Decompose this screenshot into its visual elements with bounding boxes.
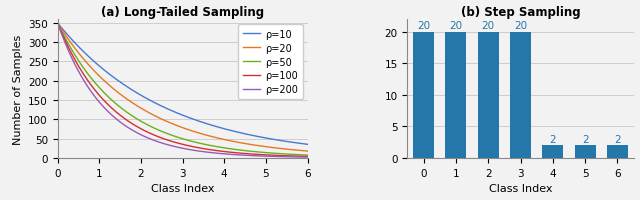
ρ=200: [303, 156, 311, 159]
ρ=50: [298, 154, 305, 156]
ρ=200: [298, 156, 305, 158]
ρ=50: [189, 141, 196, 143]
ρ=50: [259, 151, 266, 154]
ρ=10: [259, 136, 266, 139]
Line: ρ=10: ρ=10: [58, 24, 307, 145]
ρ=20: [174, 125, 182, 127]
ρ=100: [172, 142, 180, 144]
ρ=20: [54, 23, 61, 25]
ρ=10: [172, 112, 180, 114]
Bar: [510, 33, 531, 158]
ρ=200: [189, 149, 196, 152]
ρ=200: [202, 151, 210, 153]
ρ=10: [298, 143, 305, 145]
X-axis label: Class Index: Class Index: [489, 183, 552, 193]
Title: (a) Long-Tailed Sampling: (a) Long-Tailed Sampling: [101, 6, 264, 19]
ρ=200: [259, 155, 266, 157]
Line: ρ=200: ρ=200: [58, 24, 307, 157]
ρ=200: [54, 23, 61, 25]
ρ=100: [174, 142, 182, 145]
ρ=20: [202, 134, 210, 137]
ρ=100: [303, 155, 311, 158]
Bar: [445, 33, 467, 158]
Bar: [575, 145, 596, 158]
ρ=20: [259, 145, 266, 148]
ρ=100: [202, 148, 210, 151]
ρ=100: [189, 146, 196, 148]
Text: 2: 2: [582, 134, 588, 144]
ρ=100: [298, 155, 305, 158]
ρ=200: [174, 146, 182, 149]
ρ=100: [259, 154, 266, 156]
ρ=200: [172, 146, 180, 148]
ρ=20: [298, 150, 305, 152]
X-axis label: Class Index: Class Index: [151, 183, 214, 193]
ρ=10: [202, 123, 210, 125]
ρ=10: [54, 23, 61, 25]
Line: ρ=100: ρ=100: [58, 24, 307, 157]
ρ=50: [202, 144, 210, 146]
Text: 2: 2: [550, 134, 556, 144]
ρ=10: [303, 143, 311, 146]
ρ=20: [172, 124, 180, 127]
Text: 20: 20: [514, 21, 527, 31]
Text: 2: 2: [614, 134, 621, 144]
Bar: [413, 33, 434, 158]
Bar: [477, 33, 499, 158]
ρ=50: [174, 136, 182, 139]
Text: 20: 20: [482, 21, 495, 31]
ρ=50: [172, 136, 180, 138]
Bar: [542, 145, 563, 158]
Line: ρ=50: ρ=50: [58, 24, 307, 155]
Line: ρ=20: ρ=20: [58, 24, 307, 151]
ρ=10: [174, 112, 182, 115]
ρ=20: [189, 130, 196, 133]
Y-axis label: Number of Samples: Number of Samples: [13, 34, 22, 144]
ρ=10: [189, 118, 196, 121]
Text: 20: 20: [449, 21, 463, 31]
ρ=20: [303, 150, 311, 152]
ρ=50: [303, 154, 311, 157]
ρ=50: [54, 23, 61, 25]
Text: 20: 20: [417, 21, 430, 31]
ρ=100: [54, 23, 61, 25]
Bar: [607, 145, 628, 158]
Title: (b) Step Sampling: (b) Step Sampling: [461, 6, 580, 19]
Legend: ρ=10, ρ=20, ρ=50, ρ=100, ρ=200: ρ=10, ρ=20, ρ=50, ρ=100, ρ=200: [237, 25, 303, 100]
